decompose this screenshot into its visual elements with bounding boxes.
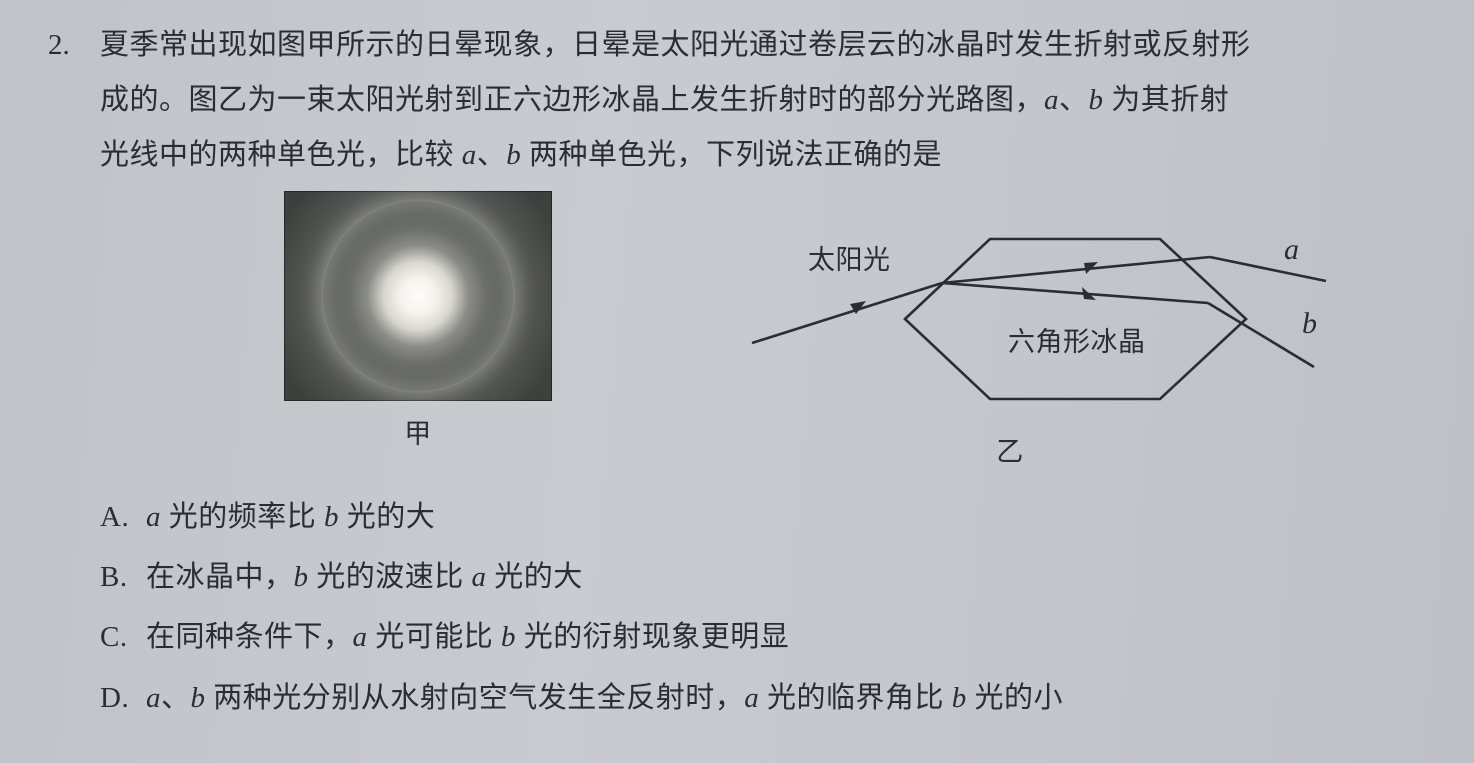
incident-ray [752,283,942,343]
ray-b-exit [1208,303,1314,367]
sunlight-label: 太阳光 [808,245,891,275]
option-a: A. a 光的频率比 b 光的大 [100,487,1426,547]
diagram-caption: 乙 [996,427,1024,478]
option-c: C. 在同种条件下，a 光可能比 b 光的衍射现象更明显 [100,607,1426,667]
stem-line3a: 光线中的两种单色光，比较 [100,139,454,171]
sep: 、 [1059,84,1089,116]
exam-page: 2. 夏季常出现如图甲所示的日晕现象，日晕是太阳光通过卷层云的冰晶时发生折射或反… [0,0,1474,763]
option-a-label: A. [100,487,146,547]
sep2: 、 [477,139,507,171]
sun-halo-photo [284,191,552,401]
option-a-text: a 光的频率比 b 光的大 [146,487,435,547]
ray-a-exit [1210,257,1326,281]
option-d-text: a、b 两种光分别从水射向空气发生全反射时，a 光的临界角比 b 光的小 [146,668,1063,728]
option-c-label: C. [100,607,146,667]
figure-diagram: 太阳光 六角形冰晶 a b 乙 [690,191,1330,478]
b-label: b [1302,307,1318,340]
var-b2: b [506,139,521,171]
var-b: b [1089,84,1104,116]
stem-line3b: 两种单色光，下列说法正确的是 [529,139,942,171]
option-c-text: 在同种条件下，a 光可能比 b 光的衍射现象更明显 [146,607,789,667]
stem-line1: 夏季常出现如图甲所示的日晕现象，日晕是太阳光通过卷层云的冰晶时发生折射或反射形 [100,29,1251,61]
question-block: 2. 夏季常出现如图甲所示的日晕现象，日晕是太阳光通过卷层云的冰晶时发生折射或反… [48,18,1426,728]
a-label: a [1284,233,1300,266]
option-d-label: D. [100,668,146,728]
hexagon-shape [905,239,1246,399]
var-a2: a [462,139,477,171]
figures-row: 甲 [104,191,1426,478]
photo-caption: 甲 [404,409,432,460]
option-b-text: 在冰晶中，b 光的波速比 a 光的大 [146,547,583,607]
hexagon-diagram: 太阳光 六角形冰晶 a b [690,191,1330,419]
stem-line2a: 成的。图乙为一束太阳光射到正六边形冰晶上发生折射时的部分光路图， [100,84,1044,116]
figure-photo: 甲 [284,191,552,460]
stem-line2b: 为其折射 [1111,84,1229,116]
ray-a-inside [942,257,1210,283]
options-block: A. a 光的频率比 b 光的大 B. 在冰晶中，b 光的波速比 a 光的大 C… [100,487,1426,728]
option-b-label: B. [100,547,146,607]
question-number: 2. [48,18,100,73]
option-b: B. 在冰晶中，b 光的波速比 a 光的大 [100,547,1426,607]
option-d: D. a、b 两种光分别从水射向空气发生全反射时，a 光的临界角比 b 光的小 [100,668,1426,728]
ray-b-inside [942,283,1208,303]
crystal-label: 六角形冰晶 [1008,327,1146,357]
question-stem: 夏季常出现如图甲所示的日晕现象，日晕是太阳光通过卷层云的冰晶时发生折射或反射形 … [100,18,1426,728]
var-a: a [1044,84,1059,116]
